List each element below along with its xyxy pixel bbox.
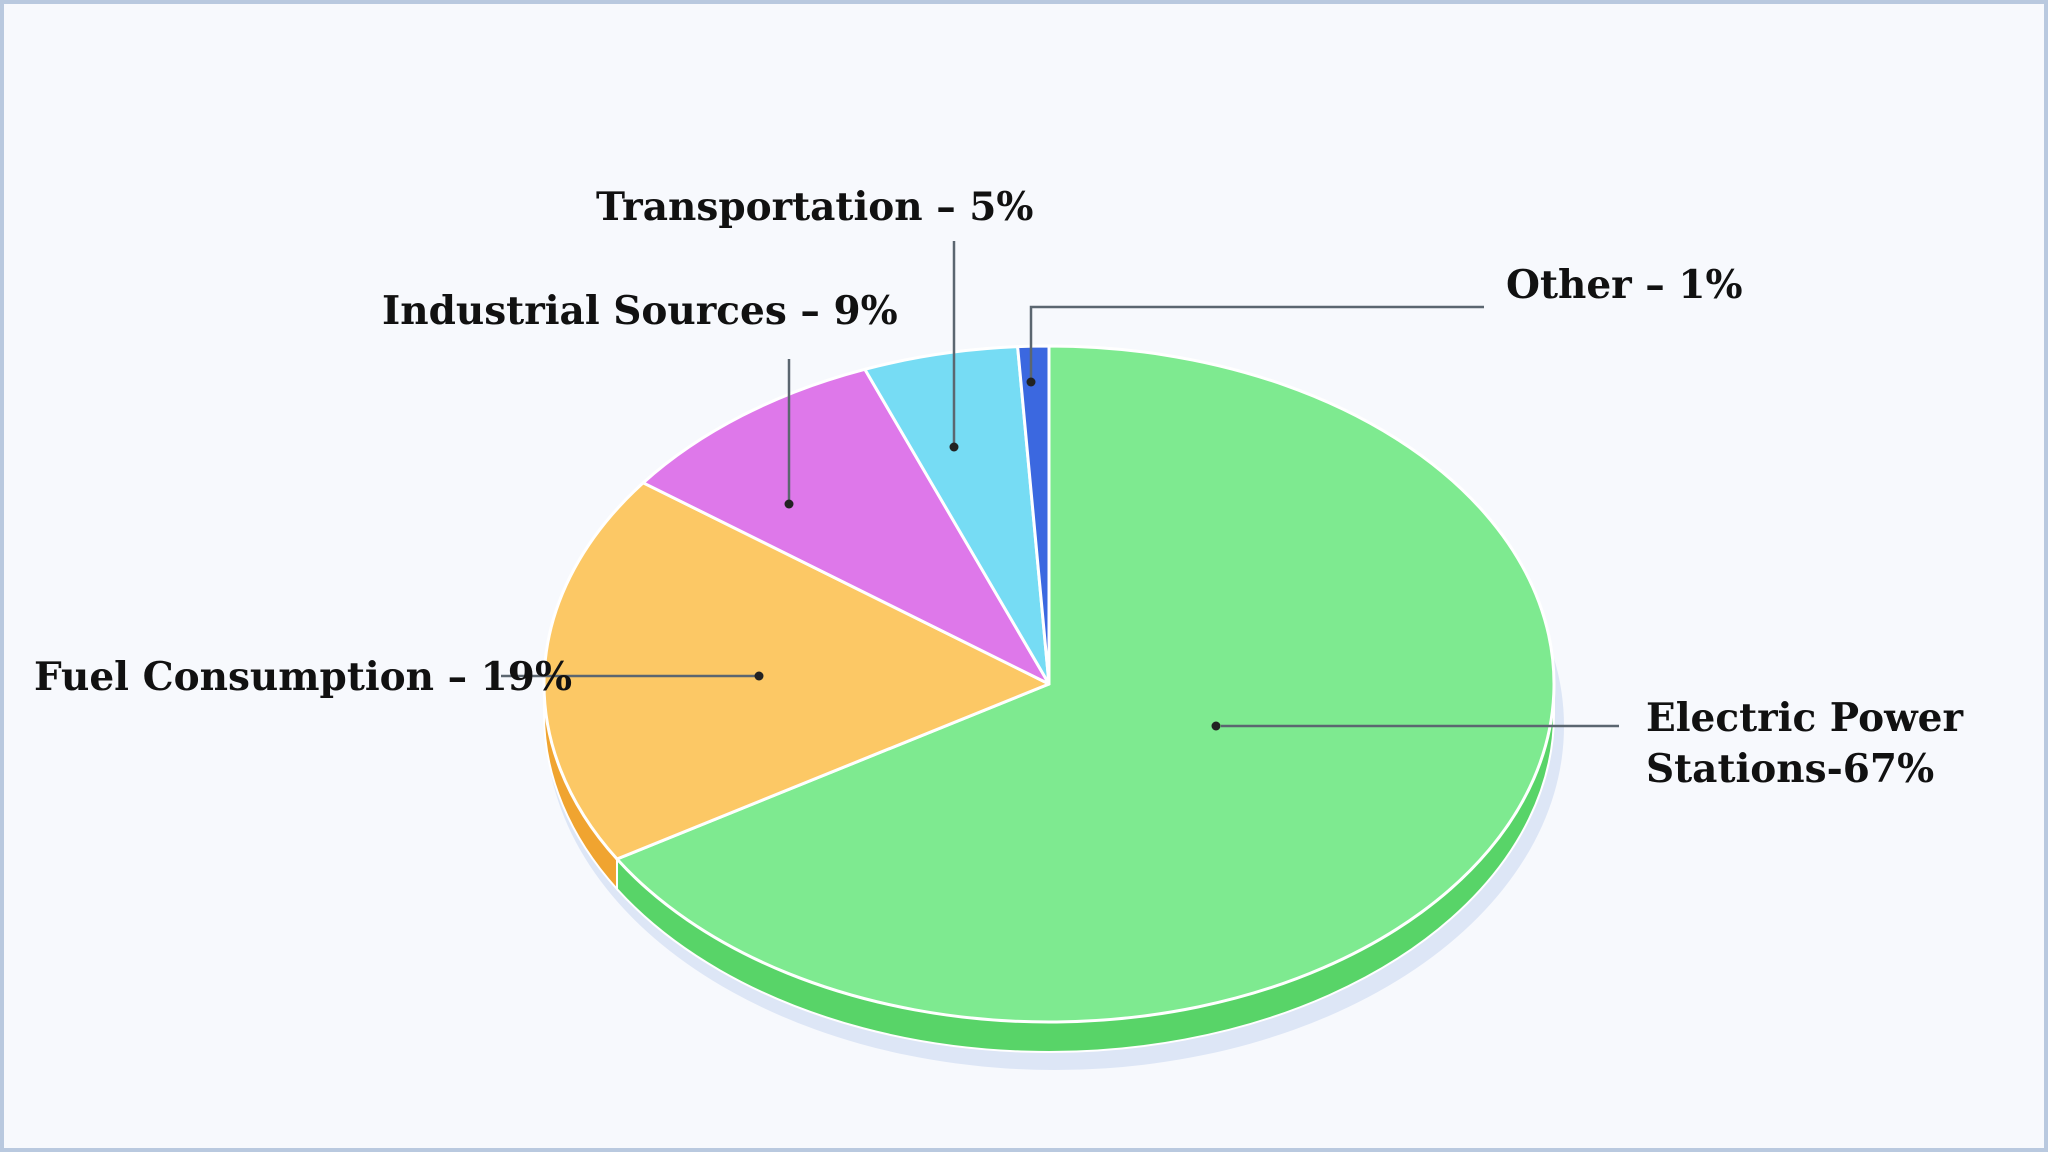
- leader-dot-electric-power: [1211, 721, 1221, 731]
- pie-slice-transportation-5: [863, 345, 1051, 686]
- slice-label-electric-power-line2: Stations-67%: [1646, 746, 1934, 792]
- leader-dot-industrial-sources-9: [784, 499, 794, 509]
- leader-line-other-1: [1029, 305, 1484, 382]
- slice-label-electric-power: Electric Power: [1646, 695, 1963, 741]
- pie-slice-other-1: [1016, 344, 1051, 686]
- slice-label-other-1: Other – 1%: [1506, 262, 1743, 308]
- pie-slice-electric-power: [615, 344, 1556, 1024]
- pie-slice-fuel-consumption-19: [542, 481, 1051, 861]
- slice-label-transportation-5: Transportation – 5%: [596, 184, 1033, 230]
- slice-label-fuel-consumption-19: Fuel Consumption – 19%: [34, 654, 572, 700]
- pie-slice-industrial-sources-9: [641, 367, 1051, 686]
- pie-chart: Electric Power Stations-67% Fuel Consumpti…: [34, 184, 1963, 1070]
- leader-dot-fuel-consumption-19: [754, 671, 764, 681]
- leader-dot-transportation-5: [949, 442, 959, 452]
- slice-label-industrial-sources-9: Industrial Sources – 9%: [382, 288, 898, 334]
- leader-dot-other-1: [1026, 377, 1036, 387]
